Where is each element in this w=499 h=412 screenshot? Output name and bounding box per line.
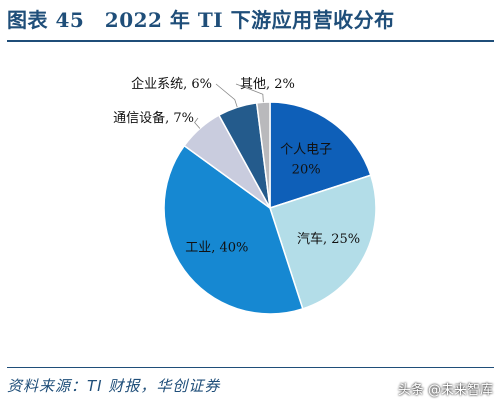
watermark: 头条 @未来智库 xyxy=(397,383,493,398)
leader-line-5 xyxy=(215,83,238,108)
title-divider xyxy=(7,40,494,42)
slice-label-6: 其他, 2% xyxy=(240,77,295,92)
slice-label-3: 工业, 40% xyxy=(185,241,248,256)
leader-line-4 xyxy=(194,117,201,129)
source-divider xyxy=(7,367,494,368)
pie-slices xyxy=(163,101,377,315)
slice-label-2: 汽车, 25% xyxy=(297,231,360,247)
slice-6 xyxy=(255,101,271,209)
leader-line-6 xyxy=(235,83,264,103)
source-note: 资料来源：TI 财报，华创证券 xyxy=(7,377,221,395)
slice-label-4: 通信设备, 7% xyxy=(113,110,194,126)
slice-label-1-line-2: 20% xyxy=(292,162,321,177)
pie-labels: 个人电子 20% 汽车, 25% 工业, 40% 通信设备, 7% 企业系统, 6% 其他,… xyxy=(113,76,360,256)
slice-1 xyxy=(269,101,372,210)
slice-3 xyxy=(163,144,304,315)
slice-label-5: 企业系统, 6% xyxy=(131,76,212,92)
chart-title: 图表 45 2022 年 TI 下游应用营收分布 xyxy=(7,8,395,32)
slice-label-1-line-1: 个人电子 xyxy=(280,142,332,157)
pie-chart: 个人电子 20% 汽车, 25% 工业, 40% 通信设备, 7% 企业系统, 6% 其他,… xyxy=(113,76,377,315)
slice-2 xyxy=(269,174,377,310)
